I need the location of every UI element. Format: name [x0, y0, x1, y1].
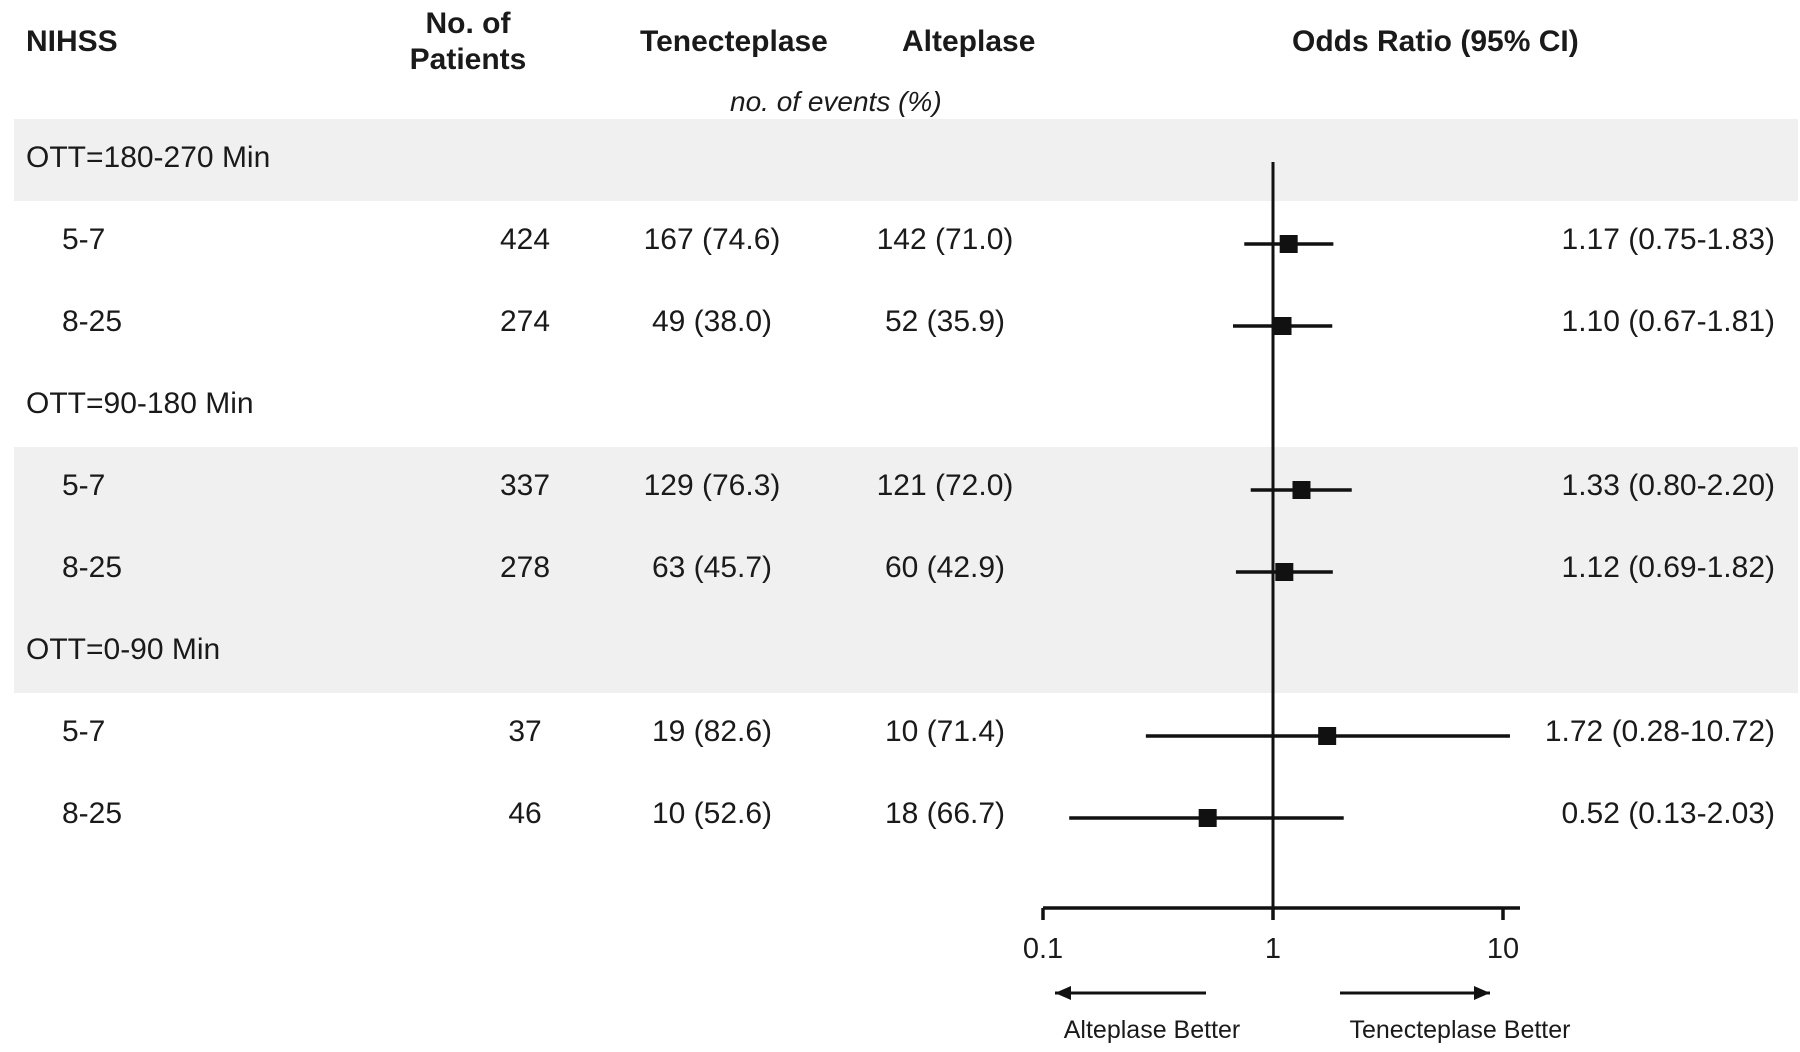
alteplase-value: 121 (72.0): [876, 469, 1014, 502]
patients-value: 274: [499, 305, 551, 338]
alteplase-value: 142 (71.0): [876, 223, 1014, 256]
group-label: OTT=90-180 Min: [26, 387, 254, 420]
group-label: OTT=0-90 Min: [26, 633, 221, 666]
alteplase-value: 10 (71.4): [884, 715, 1006, 748]
header-alteplase: Alteplase: [902, 25, 1036, 58]
or-point: [1275, 563, 1294, 581]
or-point: [1292, 481, 1311, 499]
tenecteplase-value: 167 (74.6): [643, 223, 781, 256]
patients-value: 37: [508, 715, 542, 748]
nihss-value: 8-25: [62, 305, 123, 338]
or-text-value: 0.52 (0.13-2.03): [1561, 797, 1775, 830]
alteplase-better-label: Alteplase Better: [1064, 1016, 1241, 1044]
alteplase-value: 52 (35.9): [884, 305, 1006, 338]
alteplase-value: 60 (42.9): [884, 551, 1006, 584]
tenecteplase-value: 49 (38.0): [651, 305, 773, 338]
row-band: [14, 529, 1798, 611]
header-odds-ratio: Odds Ratio (95% CI): [1292, 25, 1579, 58]
header-nihss: NIHSS: [26, 25, 118, 58]
tenecteplase-value: 63 (45.7): [651, 551, 773, 584]
or-point: [1273, 317, 1292, 335]
group-label: OTT=180-270 Min: [26, 141, 271, 174]
header-tenecteplase: Tenecteplase: [640, 25, 828, 58]
or-text-value: 1.72 (0.28-10.72): [1544, 715, 1775, 748]
x-tick-label: 10: [1487, 933, 1519, 965]
row-band: [14, 447, 1798, 529]
left-arrow: [1055, 986, 1206, 1000]
or-text-value: 1.12 (0.69-1.82): [1561, 551, 1775, 584]
or-text-value: 1.33 (0.80-2.20): [1561, 469, 1775, 502]
patients-value: 337: [499, 469, 551, 502]
tenecteplase-better-label: Tenecteplase Better: [1350, 1016, 1571, 1044]
header-patients: No. of Patients: [409, 7, 527, 76]
x-tick-label: 1: [1265, 933, 1281, 965]
or-point: [1198, 809, 1217, 827]
nihss-value: 5-7: [62, 469, 106, 502]
or-text-value: 1.17 (0.75-1.83): [1561, 223, 1775, 256]
group-band: [14, 611, 1798, 693]
patients-value: 46: [508, 797, 542, 830]
tenecteplase-value: 19 (82.6): [651, 715, 773, 748]
nihss-value: 5-7: [62, 715, 106, 748]
patients-value: 278: [499, 551, 551, 584]
tenecteplase-value: 10 (52.6): [651, 797, 773, 830]
patients-value: 424: [499, 223, 551, 256]
tenecteplase-value: 129 (76.3): [643, 469, 781, 502]
x-tick-label: 0.1: [1023, 933, 1063, 965]
or-point: [1279, 235, 1298, 253]
nihss-value: 8-25: [62, 797, 123, 830]
alteplase-value: 18 (66.7): [884, 797, 1006, 830]
events-note: no. of events (%): [730, 86, 942, 117]
right-arrow: [1340, 986, 1490, 1000]
or-point: [1318, 727, 1337, 745]
or-text-value: 1.10 (0.67-1.81): [1561, 305, 1775, 338]
group-band: [14, 119, 1798, 201]
nihss-value: 8-25: [62, 551, 123, 584]
nihss-value: 5-7: [62, 223, 106, 256]
